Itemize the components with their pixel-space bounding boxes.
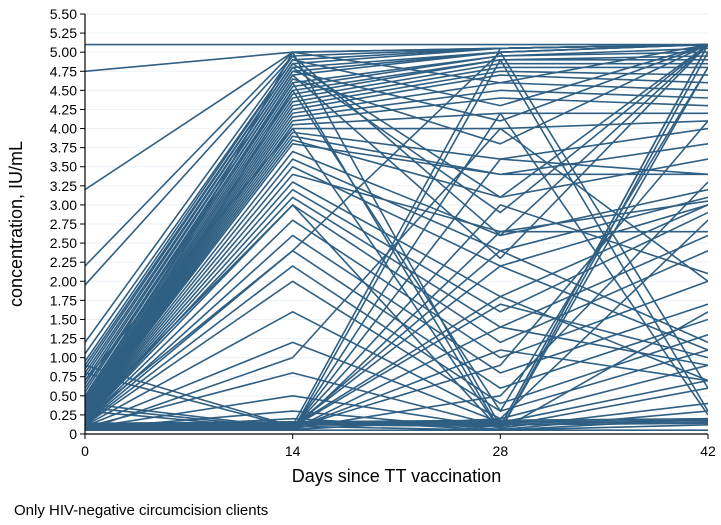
x-tick-label: 0 bbox=[81, 443, 89, 459]
y-tick-label: 4.75 bbox=[50, 63, 77, 79]
y-tick-label: 1.00 bbox=[50, 350, 77, 366]
y-tick-label: 5.50 bbox=[50, 6, 77, 22]
y-tick-label: 1.25 bbox=[50, 331, 77, 347]
y-tick-label: 4.50 bbox=[50, 82, 77, 98]
y-tick-label: 5.00 bbox=[50, 44, 77, 60]
y-tick-label: 0.25 bbox=[50, 407, 77, 423]
y-tick-label: 0.50 bbox=[50, 388, 77, 404]
y-tick-label: 2.00 bbox=[50, 273, 77, 289]
y-tick-label: 0.75 bbox=[50, 369, 77, 385]
y-axis-label: concentration, IU/mL bbox=[6, 141, 26, 307]
y-tick-label: 4.00 bbox=[50, 121, 77, 137]
x-tick-label: 28 bbox=[493, 443, 509, 459]
y-tick-label: 1.75 bbox=[50, 292, 77, 308]
x-tick-label: 14 bbox=[285, 443, 301, 459]
y-tick-label: 5.25 bbox=[50, 25, 77, 41]
x-tick-label: 42 bbox=[700, 443, 716, 459]
y-tick-label: 3.00 bbox=[50, 197, 77, 213]
chart-container: 0 0.25 0.50 0.75 1.00 1.25 1.50 1.75 2.00 2.25 2.5… bbox=[0, 0, 721, 525]
y-tick-label: 3.25 bbox=[50, 178, 77, 194]
y-tick-label: 2.75 bbox=[50, 216, 77, 232]
y-tick-label: 4.25 bbox=[50, 101, 77, 117]
line-chart: 0 0.25 0.50 0.75 1.00 1.25 1.50 1.75 2.00 2.25 2.5… bbox=[0, 0, 721, 525]
y-tick-label: 2.25 bbox=[50, 254, 77, 270]
y-tick-label: 3.50 bbox=[50, 159, 77, 175]
y-tick-label: 3.75 bbox=[50, 140, 77, 156]
y-tick-label: 1.50 bbox=[50, 311, 77, 327]
y-tick-label: 0 bbox=[69, 426, 77, 442]
footnote: Only HIV-negative circumcision clients bbox=[14, 502, 268, 519]
x-axis-label: Days since TT vaccination bbox=[292, 466, 501, 486]
y-tick-label: 2.50 bbox=[50, 235, 77, 251]
